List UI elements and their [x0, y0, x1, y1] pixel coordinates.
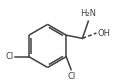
- Text: Cl: Cl: [67, 72, 76, 81]
- Text: OH: OH: [98, 29, 111, 37]
- Text: H₂N: H₂N: [80, 9, 96, 18]
- Text: Cl: Cl: [5, 52, 14, 61]
